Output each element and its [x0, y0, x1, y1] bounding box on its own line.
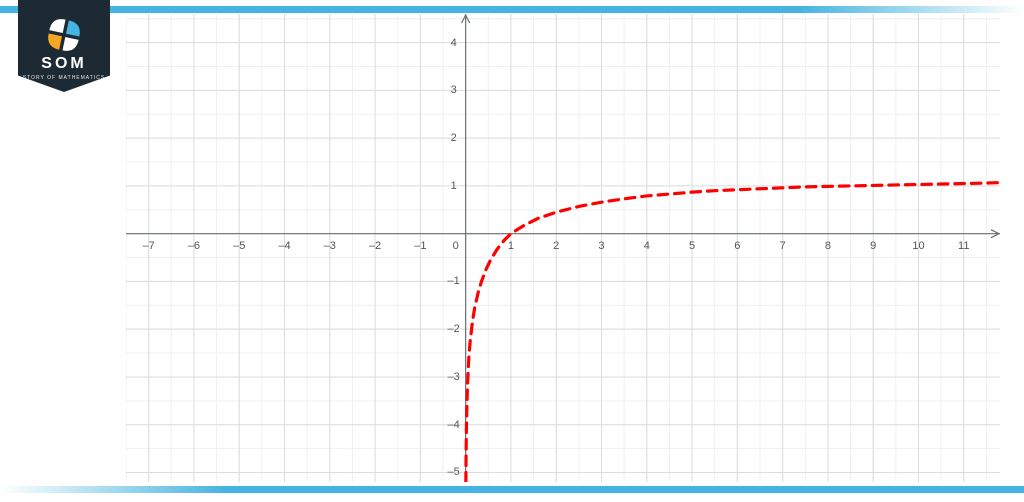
y-tick-label: 1	[451, 180, 457, 192]
brand-tagline: STORY OF MATHEMATICS	[23, 75, 105, 81]
chart-svg	[126, 14, 1000, 482]
x-tick-label: 2	[553, 240, 559, 252]
x-tick-label: –3	[324, 240, 336, 252]
chart-area: –7 –6 –5 –4 –3 –2 –1 1 2 3 4 5 6 7 8 9 10 11 –5 –4 –3 –2 –1 1 2 3…	[126, 14, 1000, 482]
origin-label: 0	[453, 240, 459, 252]
bottom-accent-bar	[0, 486, 1024, 493]
x-tick-label: 6	[734, 240, 740, 252]
brand-mark-icon	[47, 18, 81, 52]
brand-name: SOM	[41, 56, 86, 72]
top-accent-bar	[0, 6, 1024, 13]
x-tick-label: 4	[644, 240, 650, 252]
x-tick-label: 10	[912, 240, 924, 252]
x-tick-label: –7	[143, 240, 155, 252]
x-tick-label: 3	[598, 240, 604, 252]
x-tick-label: 1	[508, 240, 514, 252]
x-tick-label: –2	[369, 240, 381, 252]
x-tick-label: –5	[233, 240, 245, 252]
x-tick-label: 8	[825, 240, 831, 252]
y-tick-label: –4	[448, 419, 460, 431]
x-tick-label: 11	[958, 240, 969, 252]
y-tick-label: –5	[448, 466, 460, 478]
y-tick-label: 3	[451, 84, 457, 96]
x-tick-label: –1	[414, 240, 426, 252]
x-tick-label: –6	[188, 240, 200, 252]
y-tick-label: –2	[448, 323, 460, 335]
y-tick-label: 2	[451, 132, 457, 144]
brand-badge: SOM STORY OF MATHEMATICS	[18, 0, 110, 92]
y-tick-label: –1	[448, 275, 460, 287]
x-tick-label: 7	[780, 240, 786, 252]
x-tick-label: 9	[870, 240, 876, 252]
x-tick-label: –4	[278, 240, 290, 252]
y-tick-label: –3	[448, 371, 460, 383]
x-tick-label: 5	[689, 240, 695, 252]
y-tick-label: 4	[451, 37, 457, 49]
